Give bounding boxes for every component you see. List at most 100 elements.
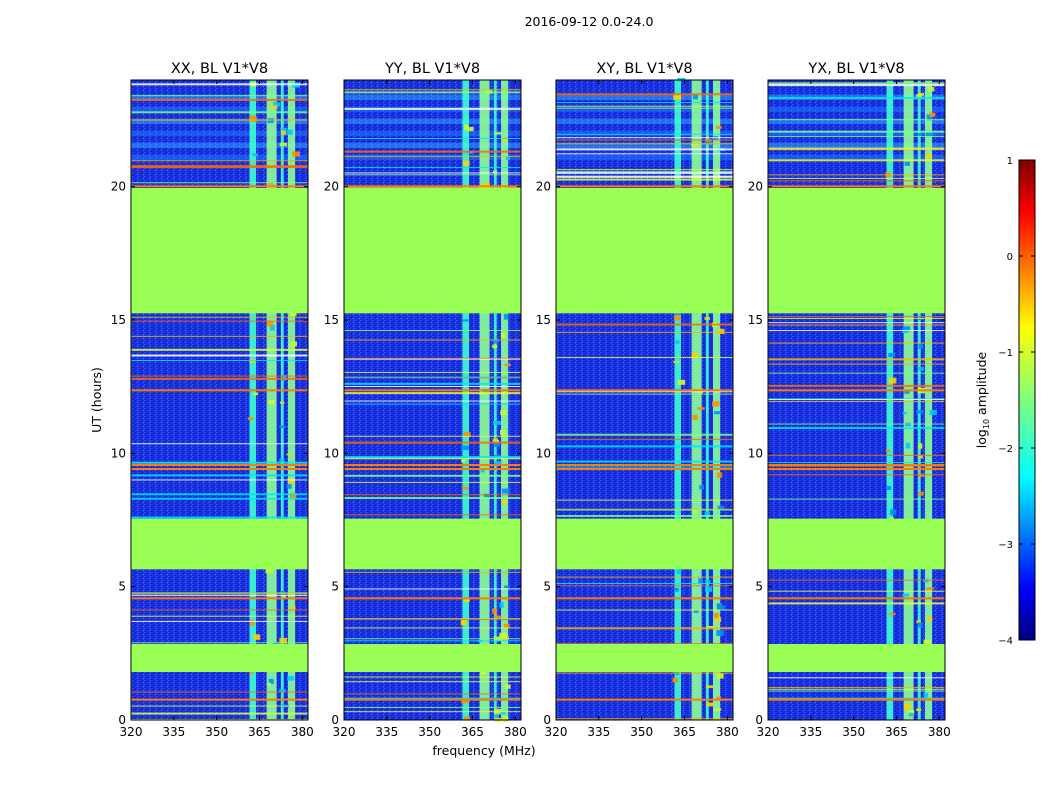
time-stripe [768,454,945,456]
noise-band [344,94,521,100]
rfi-blotch [714,411,721,415]
flagged-range [556,188,733,314]
rfi-blotch [504,585,510,589]
time-stripe [556,508,733,510]
time-stripe [556,433,733,436]
time-stripe [344,706,521,708]
time-stripe [556,171,733,173]
flagged-range [344,188,521,314]
orange-stripe [768,698,945,701]
rfi-blotch [461,698,468,704]
time-stripe [768,690,945,692]
rfi-blotch [692,414,698,420]
orange-stripe [556,468,733,470]
time-stripe [768,159,945,162]
rfi-blotch [461,459,466,463]
rfi-band [501,80,509,720]
rfi-blotch [493,339,499,344]
rfi-blotch [698,578,703,585]
colorbar-tick-label: −2 [998,444,1013,455]
rfi-blotch [714,617,722,622]
time-stripe [344,514,521,516]
rfi-blotch [269,325,275,331]
time-stripe [344,382,521,385]
rfi-blotch [502,716,509,722]
flagged-range [131,188,308,314]
rfi-blotch [706,702,714,707]
panel-2: YY, BL V1*V8 320 335 350 365 380 0 5 10 15 20 [324,61,527,739]
time-stripe [556,356,733,358]
colorbar-tick-label: −4 [998,636,1013,647]
rfi-blotch [492,344,498,349]
rfi-blotch [716,673,724,679]
rfi-blotch [279,688,286,692]
time-stripe [131,375,308,377]
rfi-band [280,80,284,720]
time-stripe [768,462,945,464]
rfi-blotch [480,468,485,473]
rfi-blotch [923,579,929,583]
noise-band [556,154,733,160]
rfi-blotch [704,511,711,516]
orange-stripe [556,185,733,188]
time-stripe [131,712,308,715]
rfi-blotch [286,453,292,456]
x-tick-label: 350 [205,725,228,739]
rfi-blotch [924,154,932,158]
rfi-blotch [281,595,287,598]
rfi-blotch [717,605,725,611]
time-stripe [768,423,945,425]
rfi-blotch [917,366,924,371]
time-stripe [344,627,521,629]
rfi-blotch [287,676,295,681]
x-tick-label: 365 [673,725,696,739]
time-stripe [131,377,308,380]
y-tick-label: 5 [543,580,551,594]
rfi-blotch [504,363,511,366]
rfi-blotch [904,161,911,166]
rfi-blotch [704,317,711,320]
y-tick-label: 20 [111,180,126,194]
rfi-blotch [273,102,281,107]
time-stripe [131,160,308,162]
rfi-blotch [673,94,682,100]
time-stripe [131,95,308,97]
rfi-blotch [705,579,711,584]
rfi-blotch [466,126,474,132]
y-tick-label: 20 [536,180,551,194]
rfi-blotch [461,445,469,451]
y-tick-label: 15 [324,313,339,327]
time-stripe [556,609,733,611]
rfi-blotch [289,341,298,347]
rfi-blotch [286,129,293,135]
time-stripe [344,172,521,174]
rfi-blotch [923,692,929,698]
rfi-band [691,80,702,720]
rfi-blotch [714,708,722,711]
time-stripe [131,620,308,622]
orange-stripe [768,464,945,466]
flagged-range [131,644,308,672]
noise-band [556,118,733,124]
time-stripe [344,403,521,405]
y-tick-label: 20 [748,180,763,194]
rfi-blotch [292,151,301,157]
rfi-blotch [676,568,682,575]
flagged-range [131,518,308,570]
rfi-blotch [916,620,922,624]
rfi-band [479,80,490,720]
x-tick-label: 335 [162,725,185,739]
noise-band [556,130,733,136]
time-stripe [768,688,945,690]
colorbar-tick-label: −3 [998,540,1013,551]
time-stripe [344,174,521,176]
orange-stripe [556,464,733,466]
x-tick-label: 320 [120,725,143,739]
rfi-blotch [677,78,686,81]
orange-stripe [344,698,521,701]
y-tick-label: 15 [111,313,126,327]
rfi-blotch [902,326,911,332]
time-stripe [131,320,308,322]
orange-stripe [768,597,945,600]
